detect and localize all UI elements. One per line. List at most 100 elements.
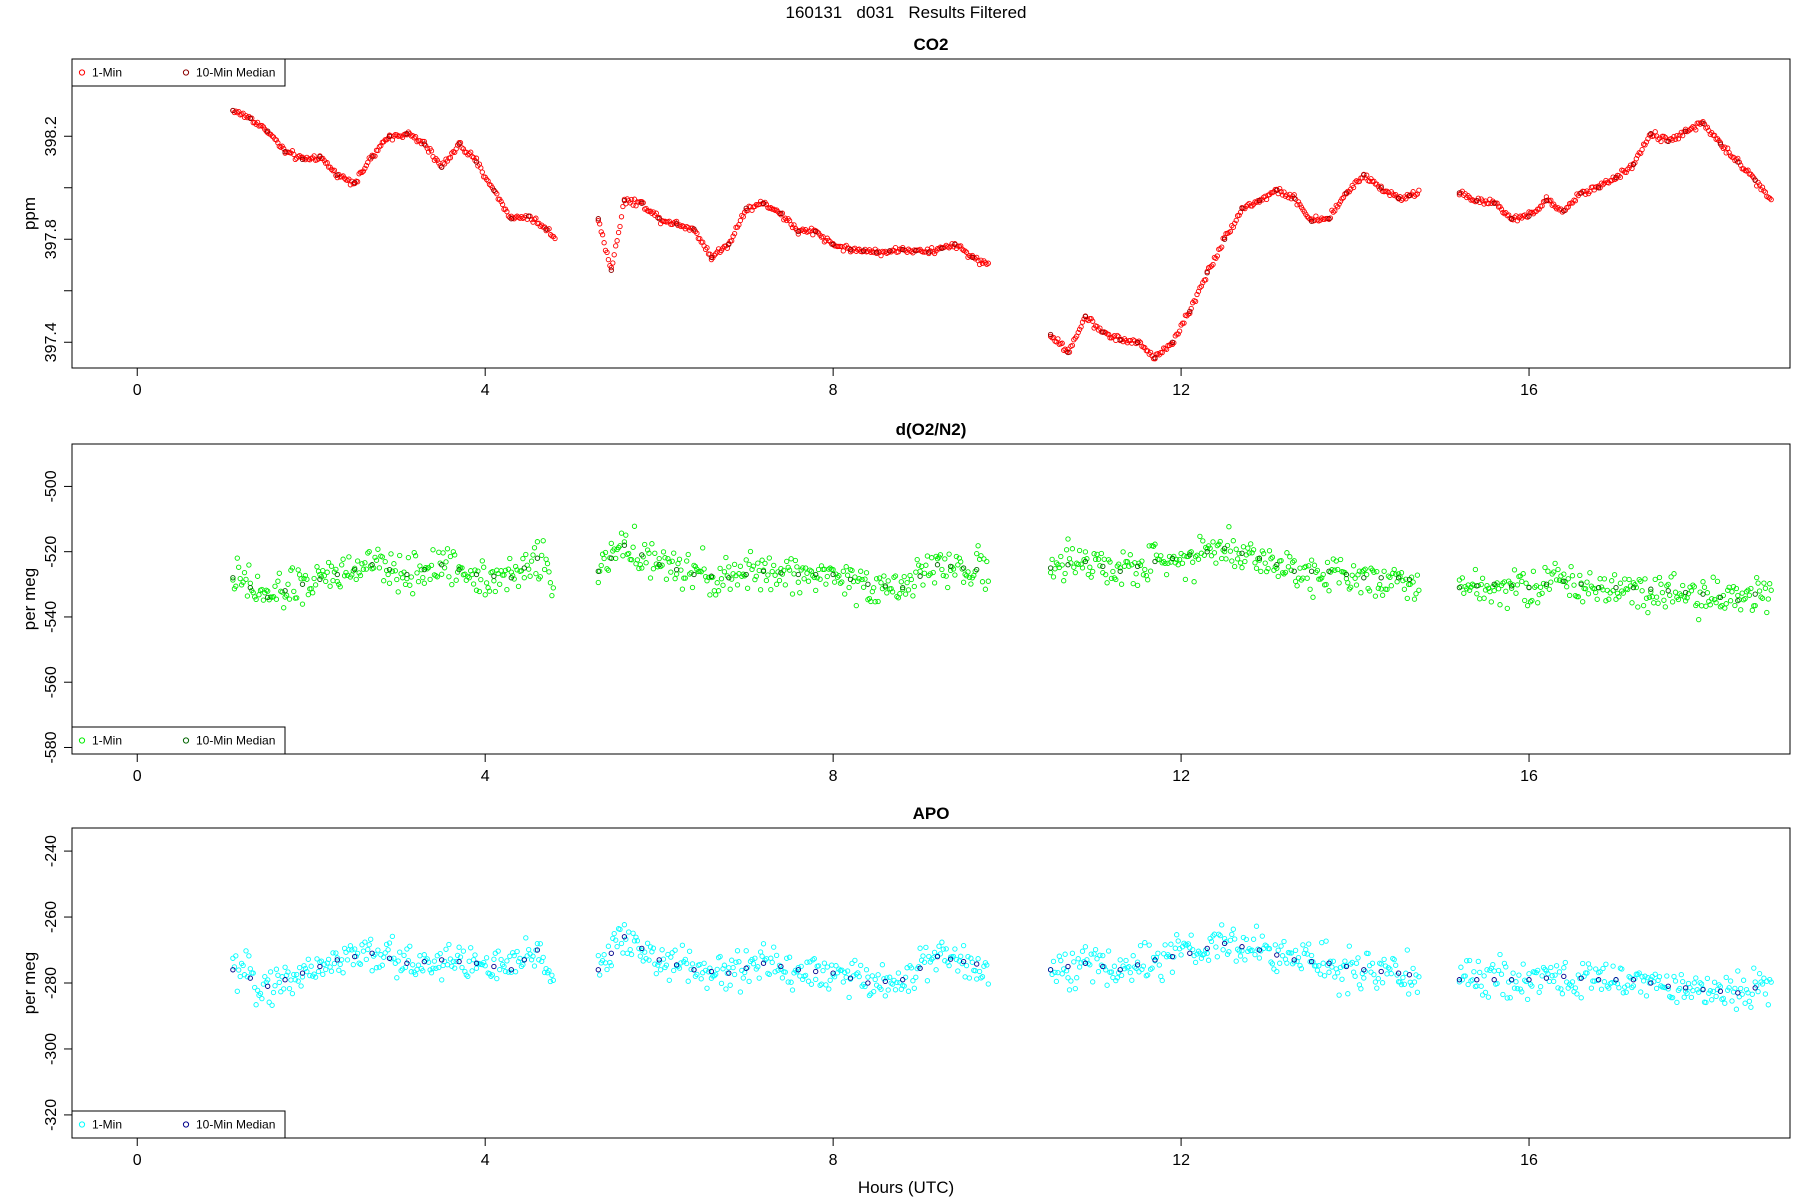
legend-label: 1-Min <box>92 734 122 748</box>
one-min-point <box>427 967 433 973</box>
one-min-point <box>1258 568 1264 575</box>
one-min-point <box>269 1002 275 1008</box>
one-min-point <box>1553 577 1560 583</box>
one-min-point <box>800 976 806 983</box>
ten-min-median-point <box>352 953 358 960</box>
one-min-point <box>771 562 777 569</box>
one-min-point <box>1574 991 1580 997</box>
one-min-point <box>598 562 604 569</box>
one-min-point <box>1532 584 1538 590</box>
ten-min-median-point <box>1047 331 1054 338</box>
one-min-point <box>343 949 349 955</box>
one-min-point <box>1495 586 1502 592</box>
one-min-point <box>278 144 284 150</box>
one-min-point <box>1127 969 1133 976</box>
one-min-point <box>405 957 412 964</box>
one-min-point <box>359 169 365 176</box>
one-min-point <box>1656 574 1663 581</box>
one-min-point <box>1623 169 1629 176</box>
ten-min-median-point <box>1630 161 1637 168</box>
one-min-point <box>1613 596 1619 602</box>
ten-min-median-point <box>299 156 306 163</box>
one-min-point <box>1197 284 1203 291</box>
x-tick-label: 8 <box>829 382 838 399</box>
one-min-point <box>1720 995 1726 1002</box>
one-min-point <box>282 964 288 970</box>
one-min-point <box>978 257 984 263</box>
one-min-point <box>1709 596 1715 602</box>
one-min-point <box>775 569 781 575</box>
ten-min-median-point <box>795 571 801 578</box>
ten-min-median-point <box>608 267 614 273</box>
one-min-point <box>723 986 729 992</box>
ten-min-median-point <box>1274 187 1280 193</box>
one-min-point <box>1223 556 1229 562</box>
one-min-point <box>1140 572 1147 578</box>
one-min-point <box>498 568 504 574</box>
one-min-point <box>1149 965 1155 971</box>
one-min-point <box>1075 956 1081 962</box>
one-min-point <box>275 972 281 978</box>
one-min-point <box>1494 980 1500 987</box>
legend-box <box>71 726 286 755</box>
one-min-point <box>750 563 757 569</box>
one-min-point <box>765 572 771 578</box>
one-min-point <box>388 551 394 557</box>
ten-min-median-point <box>595 216 601 222</box>
one-min-point <box>823 982 829 988</box>
one-min-point <box>410 962 416 968</box>
one-min-point <box>1524 214 1531 220</box>
one-min-point <box>485 585 491 591</box>
one-min-point <box>1677 132 1683 138</box>
one-min-point <box>1321 973 1328 979</box>
one-min-point <box>852 574 858 580</box>
one-min-point <box>1377 581 1383 588</box>
ten-min-median-point <box>1561 973 1567 980</box>
one-min-point <box>1385 573 1392 579</box>
one-min-point <box>1323 581 1329 588</box>
x-tick-label: 12 <box>1172 768 1190 785</box>
one-min-point <box>1291 959 1297 965</box>
one-min-point <box>1459 575 1465 581</box>
ten-min-median-point <box>1735 159 1741 165</box>
ten-min-median-point <box>865 980 871 986</box>
one-min-point <box>1387 966 1393 972</box>
one-min-point <box>1739 991 1745 997</box>
one-min-point <box>462 968 468 975</box>
one-min-point <box>924 553 931 559</box>
one-min-point <box>963 249 970 255</box>
one-min-point <box>452 965 458 971</box>
one-min-point <box>1464 958 1470 964</box>
one-min-point <box>1551 201 1557 207</box>
one-min-point <box>743 557 749 563</box>
one-min-point <box>446 941 452 948</box>
one-min-point <box>858 568 864 574</box>
one-min-point <box>412 971 419 978</box>
one-min-point <box>491 578 497 584</box>
one-min-point <box>894 979 900 986</box>
one-min-point <box>810 232 816 238</box>
one-min-point <box>420 574 426 581</box>
ten-min-median-point <box>639 552 645 558</box>
one-min-point <box>627 946 633 953</box>
ten-min-median-point <box>1100 329 1106 335</box>
one-min-point <box>923 562 929 568</box>
y-tick-label: 397.8 <box>43 219 60 259</box>
one-min-point <box>473 965 480 971</box>
ten-min-median-point <box>265 594 271 601</box>
one-min-point <box>334 578 340 585</box>
one-min-point <box>772 572 778 578</box>
one-min-point <box>1752 602 1758 609</box>
one-min-point <box>876 575 883 581</box>
one-min-point <box>1211 550 1218 556</box>
one-min-point <box>650 945 657 951</box>
one-min-point <box>824 964 830 970</box>
one-min-point <box>373 965 380 971</box>
one-min-point <box>1303 563 1309 570</box>
one-min-point <box>646 957 652 963</box>
one-min-point <box>337 961 343 968</box>
one-min-point <box>1140 963 1147 969</box>
one-min-point <box>872 599 878 605</box>
ten-min-median-point <box>1326 960 1332 966</box>
